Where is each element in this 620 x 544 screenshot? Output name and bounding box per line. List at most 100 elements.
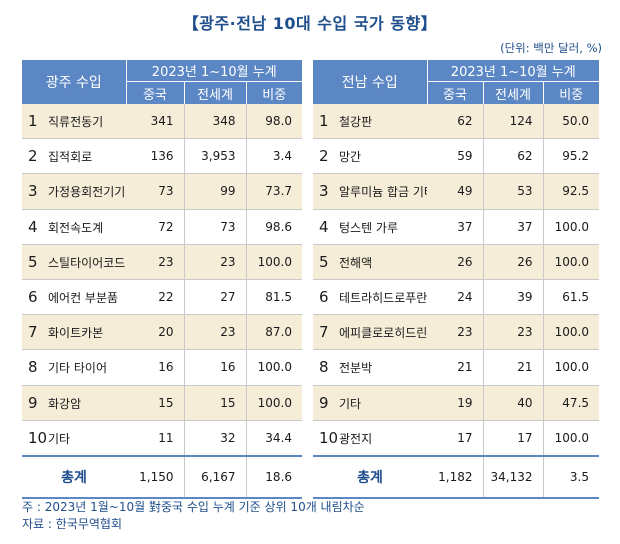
rank: 3	[319, 182, 329, 201]
china-value: 26	[427, 244, 484, 280]
world-value: 16	[184, 349, 247, 386]
rank: 4	[28, 217, 38, 236]
share-value: 95.2	[543, 138, 600, 175]
table-row: 8 기타 타이어 16 16 100.0	[22, 349, 303, 386]
table-row: 10광전지 17 17 100.0	[313, 420, 600, 457]
world-value: 62	[483, 138, 544, 175]
china-value: 73	[126, 173, 185, 210]
period-header: 2023년 1~10월 누계	[427, 60, 600, 82]
table-row: 7 화이트카본 20 23 87.0	[22, 314, 303, 351]
item-name: 알루미늄 합금 기타	[339, 185, 427, 200]
rank: 7	[319, 323, 329, 342]
world-value: 23	[184, 314, 247, 351]
share-value: 92.5	[543, 173, 600, 210]
total-china: 1,182	[427, 454, 484, 499]
table-row: 9 화강암 15 15 100.0	[22, 385, 303, 421]
table-row: 9 기타 19 40 47.5	[313, 385, 600, 421]
item-name: 에피클로로히드린	[339, 326, 427, 341]
rank: 10	[319, 428, 339, 447]
item-name: 텅스텐 가루	[339, 220, 399, 235]
item-name: 망간	[339, 150, 362, 165]
region-header: 광주 수입	[22, 60, 127, 104]
table-row: 1 직류전동기 341 348 98.0	[22, 104, 303, 140]
item-cell: 10광전지	[313, 420, 427, 457]
china-value: 49	[427, 173, 484, 210]
gwangju-import-table: 광주 수입 2023년 1~10월 누계 중국 전세계 비중 1 직류전동기 341…	[22, 60, 303, 499]
share-value: 50.0	[543, 104, 600, 140]
share-value: 98.6	[246, 209, 303, 245]
china-value: 21	[427, 349, 484, 386]
item-cell: 1 철강판	[313, 104, 427, 140]
china-value: 20	[126, 314, 185, 351]
share-value: 100.0	[543, 349, 600, 386]
share-value: 100.0	[246, 244, 303, 280]
world-value: 23	[483, 314, 544, 351]
share-value: 81.5	[246, 279, 303, 316]
total-row: 총계 1,182 34,132 3.5	[313, 454, 600, 499]
world-value: 23	[184, 244, 247, 280]
footnote: 주 : 2023년 1월~10월 對중국 수입 누계 기준 상위 10개 내림차…	[22, 500, 365, 514]
china-value: 136	[126, 138, 185, 175]
china-value: 15	[126, 385, 185, 421]
table-row: 4 회전속도계 72 73 98.6	[22, 209, 303, 245]
share-value: 100.0	[543, 420, 600, 457]
item-name: 가정용회전기기	[48, 185, 126, 200]
item-name: 광전지	[339, 431, 373, 446]
china-value: 16	[126, 349, 185, 386]
item-cell: 9 기타	[313, 385, 427, 421]
world-value: 15	[184, 385, 247, 421]
unit-label: (단위: 백만 달러, %)	[500, 41, 602, 55]
world-value: 37	[483, 209, 544, 245]
table-row: 2 망간 59 62 95.2	[313, 138, 600, 175]
china-value: 17	[427, 420, 484, 457]
item-cell: 8 전분박	[313, 349, 427, 386]
item-cell: 7 화이트카본	[22, 314, 126, 351]
world-value: 27	[184, 279, 247, 316]
col-header-share: 비중	[542, 81, 600, 104]
item-cell: 3 가정용회전기기	[22, 173, 126, 210]
rank: 10	[28, 428, 48, 447]
item-name: 철강판	[339, 115, 373, 130]
share-value: 87.0	[246, 314, 303, 351]
world-value: 21	[483, 349, 544, 386]
share-value: 100.0	[543, 314, 600, 351]
world-value: 348	[184, 104, 247, 140]
page-title: 【광주·전남 10대 수입 국가 동향】	[182, 14, 438, 33]
china-value: 23	[126, 244, 185, 280]
rank: 4	[319, 217, 329, 236]
item-cell: 5 전해액	[313, 244, 427, 280]
item-name: 기타	[48, 431, 71, 446]
china-value: 341	[126, 104, 185, 140]
item-name: 전해액	[339, 255, 373, 270]
table-row: 1 철강판 62 124 50.0	[313, 104, 600, 140]
table-row: 7 에피클로로히드린 23 23 100.0	[313, 314, 600, 351]
total-row: 총계 1,150 6,167 18.6	[22, 454, 303, 499]
item-name: 화강암	[48, 396, 82, 411]
world-value: 40	[483, 385, 544, 421]
share-value: 98.0	[246, 104, 303, 140]
world-value: 39	[483, 279, 544, 316]
col-header-world: 전세계	[183, 81, 246, 104]
table-row: 8 전분박 21 21 100.0	[313, 349, 600, 386]
table-row: 5 전해액 26 26 100.0	[313, 244, 600, 280]
item-cell: 2 집적회로	[22, 138, 126, 175]
table-row: 2 집적회로 136 3,953 3.4	[22, 138, 303, 175]
rank: 5	[28, 252, 38, 271]
table-row: 3 알루미늄 합금 기타 49 53 92.5	[313, 173, 600, 210]
item-name: 집적회로	[48, 150, 93, 165]
china-value: 23	[427, 314, 484, 351]
world-value: 26	[483, 244, 544, 280]
share-value: 100.0	[246, 385, 303, 421]
share-value: 100.0	[246, 349, 303, 386]
share-value: 61.5	[543, 279, 600, 316]
total-china: 1,150	[126, 454, 185, 499]
rank: 9	[28, 393, 38, 412]
item-cell: 5 스틸타이어코드	[22, 244, 126, 280]
item-name: 화이트카본	[48, 326, 104, 341]
china-value: 11	[126, 420, 185, 457]
col-header-china: 중국	[426, 81, 483, 104]
world-value: 124	[483, 104, 544, 140]
share-value: 3.4	[246, 138, 303, 175]
china-value: 62	[427, 104, 484, 140]
world-value: 32	[184, 420, 247, 457]
